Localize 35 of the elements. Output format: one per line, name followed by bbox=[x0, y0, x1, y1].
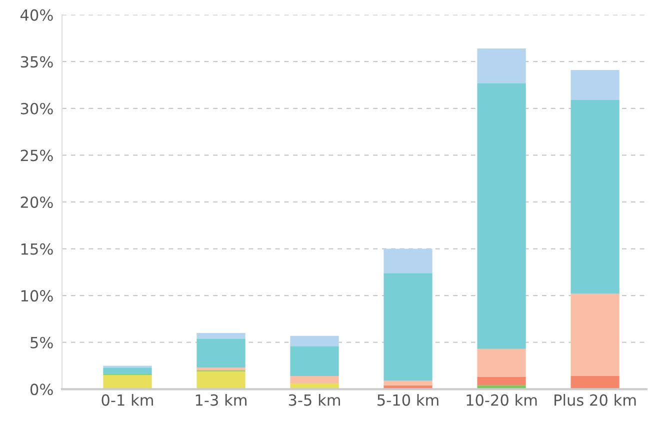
bar bbox=[477, 348, 526, 377]
x-tick-label: 5-10 km bbox=[378, 394, 438, 406]
bar bbox=[384, 380, 432, 386]
bar bbox=[290, 336, 339, 346]
y-tick-label: 0% bbox=[30, 384, 53, 396]
y-tick-label: 40% bbox=[20, 9, 53, 21]
bar bbox=[196, 371, 246, 390]
x-tick-label: Plus 20 km bbox=[554, 394, 636, 406]
bar bbox=[103, 368, 152, 374]
bar bbox=[196, 368, 246, 370]
x-tick-label: 0-1 km bbox=[102, 394, 153, 406]
bar bbox=[196, 338, 246, 368]
bar bbox=[570, 100, 620, 294]
bar bbox=[570, 376, 620, 390]
y-tick-label: 5% bbox=[30, 336, 53, 348]
bar bbox=[384, 248, 432, 274]
bar bbox=[103, 375, 152, 390]
x-tick-label: 3-5 km bbox=[288, 394, 340, 406]
y-tick-label: 25% bbox=[20, 150, 53, 162]
bar bbox=[570, 70, 620, 100]
bar bbox=[196, 333, 246, 339]
y-tick-label: 10% bbox=[21, 290, 53, 302]
y-tick-label: 20% bbox=[20, 196, 53, 208]
bar bbox=[477, 376, 526, 386]
bar bbox=[477, 83, 526, 349]
bar bbox=[290, 346, 339, 376]
bar bbox=[384, 273, 432, 381]
bar bbox=[570, 294, 620, 376]
x-tick-label: 10-20 km bbox=[466, 394, 537, 406]
bar bbox=[290, 376, 339, 384]
bar bbox=[477, 48, 526, 84]
y-tick-label: 35% bbox=[20, 56, 53, 68]
y-tick-label: 30% bbox=[20, 102, 53, 114]
y-tick-label: 15% bbox=[21, 243, 53, 255]
x-tick-label: 1-3 km bbox=[196, 394, 246, 406]
